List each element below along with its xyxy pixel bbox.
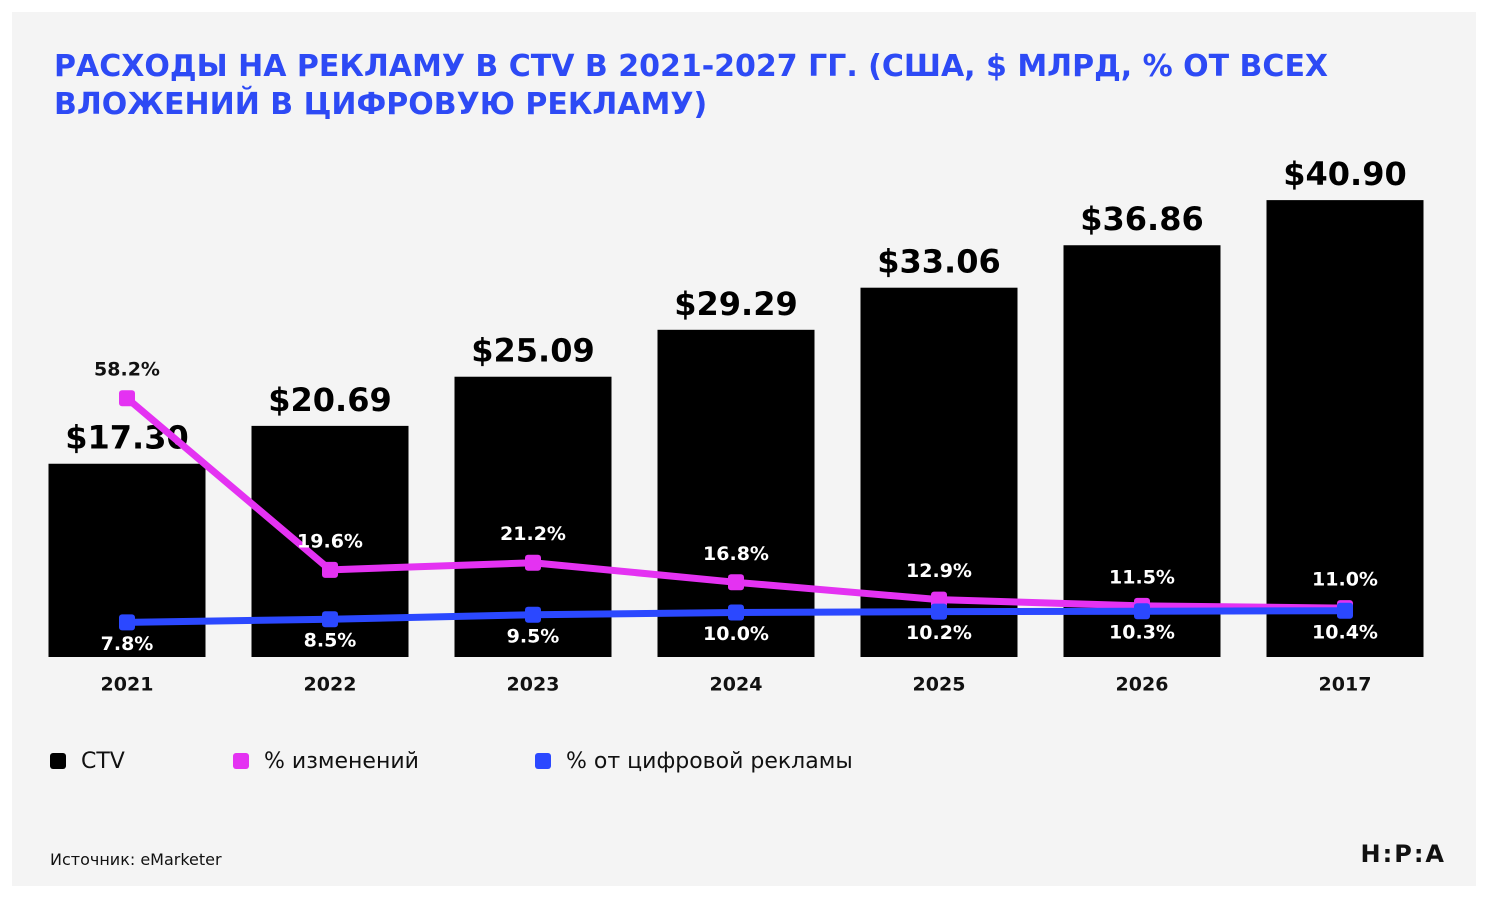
line-value-label: 58.2% [94, 359, 160, 381]
line-marker [322, 611, 338, 628]
line-marker [525, 606, 541, 623]
bar-value-label: $29.29 [674, 285, 797, 323]
legend-label: CTV [81, 749, 125, 774]
line-marker [931, 603, 947, 620]
bar-value-label: $36.86 [1080, 200, 1203, 238]
line-value-label: 10.2% [906, 622, 972, 644]
legend-marker [50, 753, 66, 769]
x-tick-label: 2017 [1319, 674, 1372, 696]
line-marker [1337, 602, 1353, 619]
bar [1063, 245, 1221, 657]
line-value-label: 19.6% [297, 530, 363, 552]
line-value-label: 10.4% [1312, 621, 1378, 643]
bar [1266, 200, 1424, 658]
line-value-label: 16.8% [703, 543, 769, 565]
x-tick-label: 2024 [710, 674, 763, 696]
legend-marker [233, 753, 249, 769]
line-value-label: 11.0% [1312, 569, 1378, 591]
line-value-label: 12.9% [906, 560, 972, 582]
legend-label: % от цифровой рекламы [566, 749, 853, 774]
line-value-label: 10.3% [1109, 622, 1175, 644]
bar-value-label: $40.90 [1283, 155, 1406, 193]
bar [657, 329, 815, 657]
line-value-label: 10.0% [703, 623, 769, 645]
bar-value-label: $17.30 [65, 419, 188, 457]
line-value-label: 8.5% [304, 630, 357, 652]
x-tick-label: 2026 [1116, 674, 1169, 696]
line-marker [119, 614, 135, 631]
legend-label: % изменений [264, 749, 419, 774]
x-tick-label: 2025 [913, 674, 966, 696]
bar-value-label: $25.09 [471, 332, 594, 370]
x-tick-label: 2022 [304, 674, 357, 696]
x-tick-label: 2021 [101, 674, 154, 696]
line-marker [728, 604, 744, 621]
bar-value-label: $33.06 [877, 243, 1000, 281]
brand-logo: Н:Р:А [1360, 840, 1446, 868]
line-marker [119, 390, 135, 407]
chart-title: РАСХОДЫ НА РЕКЛАМУ В CTV В 2021-2027 ГГ.… [54, 49, 1329, 122]
bar-value-label: $20.69 [268, 381, 391, 419]
line-marker [1134, 603, 1150, 620]
legend-marker [535, 753, 551, 769]
x-tick-label: 2023 [507, 674, 560, 696]
line-value-label: 21.2% [500, 523, 566, 545]
line-marker [322, 561, 338, 578]
line-value-label: 7.8% [101, 633, 154, 655]
line-value-label: 9.5% [507, 625, 560, 647]
line-marker [931, 591, 947, 608]
source-note: Источник: eMarketer [50, 850, 222, 869]
line-marker [728, 574, 744, 591]
line-marker [525, 554, 541, 571]
line-value-label: 11.5% [1109, 566, 1175, 588]
